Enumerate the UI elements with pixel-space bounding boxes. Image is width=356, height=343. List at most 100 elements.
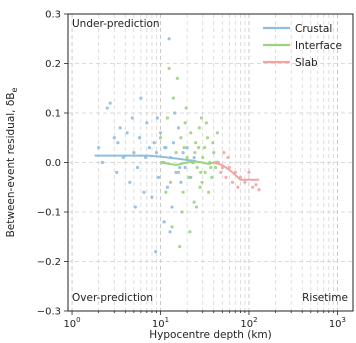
interface-legend-label: Interface xyxy=(295,40,342,52)
slab-legend-label: Slab xyxy=(295,57,318,69)
slab-point xyxy=(251,185,255,189)
interface-point xyxy=(201,155,205,160)
x-tick-label: 103 xyxy=(329,316,346,330)
crustal-point xyxy=(142,190,146,194)
x-tick-label: 101 xyxy=(152,316,169,330)
x-tick-label: 100 xyxy=(63,316,80,330)
crustal-point xyxy=(105,106,109,110)
interface-point xyxy=(197,126,201,130)
interface-point xyxy=(167,66,171,71)
crustal-point xyxy=(192,155,196,160)
crustal-point xyxy=(173,111,177,115)
interface-point xyxy=(189,131,193,135)
y-axis-title: Between-event residual, δBe xyxy=(5,88,19,238)
annotation-risetime: Risetime xyxy=(302,292,348,304)
crustal-point xyxy=(132,151,136,155)
interface-point xyxy=(215,131,220,135)
slab-point xyxy=(224,175,228,179)
crustal-point xyxy=(116,141,120,145)
crustal-point xyxy=(154,151,159,155)
interface-point xyxy=(204,121,208,125)
y-tick-label: 0.1 xyxy=(45,109,61,120)
interface-point xyxy=(158,136,163,140)
interface-point xyxy=(207,190,211,194)
interface-point xyxy=(171,96,176,100)
interface-point xyxy=(211,141,215,145)
crustal-point xyxy=(179,180,183,184)
crustal-point xyxy=(170,205,174,209)
slab-point xyxy=(226,155,230,160)
crustal-point xyxy=(115,170,119,174)
interface-point xyxy=(209,165,213,170)
x-tick-label-exponent: 0 xyxy=(76,316,80,324)
interface-point xyxy=(194,141,198,145)
interface-point xyxy=(182,146,186,150)
x-tick-label-exponent: 1 xyxy=(165,316,169,324)
interface-point xyxy=(214,165,218,170)
interface-point xyxy=(188,230,192,234)
crustal-point xyxy=(165,185,170,189)
crustal-point xyxy=(135,165,140,170)
crustal-point xyxy=(137,136,142,140)
crustal-point xyxy=(171,141,176,145)
crustal-trend-line xyxy=(94,154,196,162)
interface-point xyxy=(212,151,216,155)
interface-point xyxy=(193,151,197,155)
interface-point xyxy=(180,210,184,214)
interface-point xyxy=(202,146,207,150)
crustal-point xyxy=(125,131,129,135)
y-tick-label: 0.0 xyxy=(45,158,61,169)
interface-point xyxy=(194,205,199,209)
slab-point xyxy=(257,188,261,192)
interface-point xyxy=(176,170,181,174)
crustal-point xyxy=(100,160,104,165)
interface-point xyxy=(168,180,173,184)
slab-point xyxy=(247,170,251,174)
data-layer xyxy=(94,37,261,254)
interface-point xyxy=(198,185,202,189)
interface-point xyxy=(181,190,185,194)
crustal-point xyxy=(133,205,137,209)
crustal-point xyxy=(168,230,172,234)
crustal-point xyxy=(147,146,152,150)
y-axis-title-sub: e xyxy=(10,88,19,93)
x-tick-label-base: 10 xyxy=(329,319,342,330)
crustal-point xyxy=(181,151,185,155)
x-axis-title: Hypocentre depth (km) xyxy=(149,329,272,341)
crustal-point xyxy=(144,155,148,160)
crustal-point xyxy=(108,101,112,105)
interface-point xyxy=(192,200,196,204)
crustal-legend-label: Crustal xyxy=(295,23,332,35)
slab-point xyxy=(236,185,240,189)
interface-point xyxy=(195,165,199,170)
crustal-point xyxy=(158,131,163,135)
slab-point xyxy=(219,170,223,174)
interface-point xyxy=(184,106,188,110)
crustal-point xyxy=(118,126,122,130)
slab-point xyxy=(243,180,247,184)
slab-point xyxy=(222,151,226,155)
y-tick-label: −0.3 xyxy=(37,307,61,318)
interface-point xyxy=(199,170,203,174)
x-tick-label-base: 10 xyxy=(152,319,165,330)
interface-point xyxy=(197,146,201,150)
x-tick-label-exponent: 2 xyxy=(253,316,257,324)
crustal-point xyxy=(128,180,132,184)
interface-point xyxy=(200,180,204,184)
x-tick-label-base: 10 xyxy=(63,319,76,330)
crustal-point xyxy=(178,165,182,170)
annotation-under-prediction: Under-prediction xyxy=(72,18,160,30)
interface-point xyxy=(210,175,214,179)
interface-point xyxy=(203,170,207,174)
crustal-point xyxy=(97,146,101,150)
annotation-over-prediction: Over-prediction xyxy=(72,292,153,304)
crustal-point xyxy=(152,141,156,145)
crustal-point xyxy=(183,165,187,170)
slab-point xyxy=(254,183,258,187)
crustal-point xyxy=(153,250,158,254)
interface-point xyxy=(185,155,189,160)
legend: Crustal Interface Slab xyxy=(263,23,342,69)
